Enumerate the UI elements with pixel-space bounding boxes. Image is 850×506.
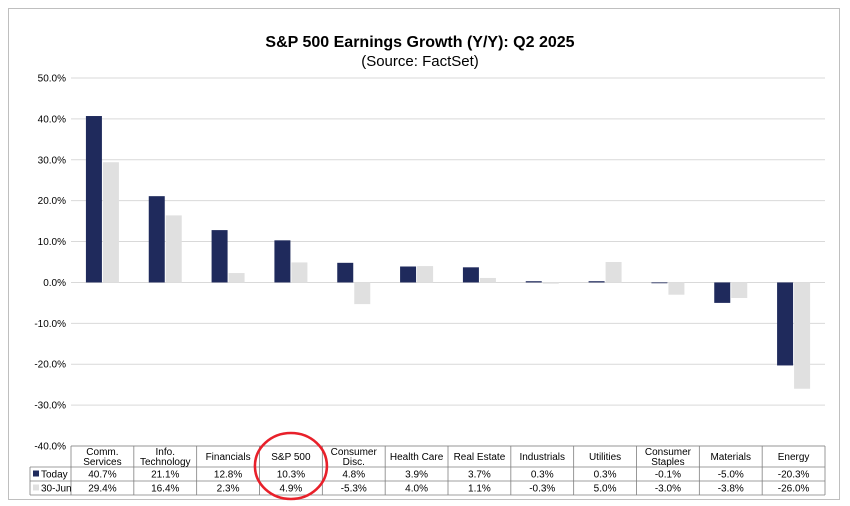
data-label: 29.4% [88, 484, 116, 495]
category-label: Disc. [343, 457, 365, 468]
category-label: Comm. [86, 447, 118, 458]
bar-today [400, 266, 417, 283]
data-label: -20.3% [778, 470, 810, 481]
bar-today [588, 281, 605, 283]
data-label: -26.0% [778, 484, 810, 495]
bar-today [462, 267, 479, 283]
bar-30-jun [794, 282, 811, 389]
data-label: 40.7% [88, 470, 116, 481]
data-label: -5.0% [718, 470, 744, 481]
bar-30-jun [228, 273, 245, 283]
category-label: Energy [778, 452, 810, 463]
bar-30-jun [479, 277, 496, 283]
y-tick-label: 50.0% [38, 74, 66, 85]
data-label: 3.9% [405, 470, 428, 481]
y-tick-label: -30.0% [34, 401, 66, 412]
category-label: Services [83, 457, 121, 468]
bar-30-jun [165, 215, 182, 283]
data-label: 2.3% [217, 484, 240, 495]
data-label: 3.7% [468, 470, 491, 481]
data-label: 5.0% [594, 484, 617, 495]
data-label: 4.8% [342, 470, 365, 481]
legend-key-today [33, 470, 39, 477]
data-label: -5.3% [341, 484, 367, 495]
data-label: 0.3% [594, 470, 617, 481]
bar-30-jun [354, 282, 371, 305]
bar-30-jun [542, 282, 559, 284]
bar-30-jun [605, 262, 622, 283]
y-tick-label: -40.0% [34, 442, 66, 453]
bar-30-jun [731, 282, 748, 298]
chart-frame [8, 8, 840, 500]
y-tick-label: 0.0% [43, 278, 66, 289]
highlight-annotation [253, 431, 329, 501]
y-tick-label: 30.0% [38, 155, 66, 166]
data-label: 12.8% [214, 470, 242, 481]
data-label: 4.0% [405, 484, 428, 495]
data-label: 16.4% [151, 484, 179, 495]
bar-30-jun [417, 266, 434, 283]
category-label: Industrials [519, 452, 565, 463]
data-label: -0.3% [529, 484, 555, 495]
bar-today [148, 196, 165, 283]
category-label: Financials [206, 452, 251, 463]
y-tick-label: 20.0% [38, 196, 66, 207]
data-label: -3.8% [718, 484, 744, 495]
data-label: 4.9% [280, 484, 303, 495]
data-label: -0.1% [655, 470, 681, 481]
data-label: 21.1% [151, 470, 179, 481]
data-table: Comm.Services Info.Technology Financials S&… [29, 445, 826, 496]
category-label: Materials [710, 452, 751, 463]
category-label: Real Estate [454, 452, 506, 463]
y-tick-label: -20.0% [34, 360, 66, 371]
category-label: Info. [156, 447, 175, 458]
category-label: Consumer [331, 447, 378, 458]
data-label: 1.1% [468, 484, 491, 495]
category-label: S&P 500 [271, 452, 311, 463]
chart-title: S&P 500 Earnings Growth (Y/Y): Q2 2025 [265, 34, 574, 51]
bar-today [777, 282, 794, 366]
category-label: Utilities [589, 452, 621, 463]
bar-today [525, 281, 542, 283]
bar-30-jun [102, 162, 119, 283]
bar-today [85, 116, 102, 283]
y-tick-label: 40.0% [38, 114, 66, 125]
category-label: Technology [140, 457, 191, 468]
legend-label: Today [41, 470, 68, 481]
legend-key-30-jun [33, 484, 39, 491]
bars [85, 116, 811, 389]
bar-today [274, 240, 291, 283]
bar-30-jun [291, 262, 308, 283]
chart-subtitle: (Source: FactSet) [361, 53, 479, 70]
category-label: Consumer [645, 447, 692, 458]
data-label: -3.0% [655, 484, 681, 495]
bar-today [211, 230, 228, 283]
gridlines [71, 77, 825, 447]
bar-30-jun [668, 282, 685, 295]
bar-today [714, 282, 731, 303]
highlight-circle [253, 431, 329, 501]
legend-label: 30-Jun [41, 484, 72, 495]
data-label: 10.3% [277, 470, 305, 481]
bar-today [337, 262, 354, 283]
bar-today [651, 282, 668, 284]
data-label: 0.3% [531, 470, 554, 481]
y-axis-ticks: 50.0% 40.0% 30.0% 20.0% 10.0% 0.0% -10.0% -20.0… [34, 74, 66, 453]
y-tick-label: -10.0% [34, 319, 66, 330]
category-label: Staples [651, 457, 684, 468]
y-tick-label: 10.0% [38, 237, 66, 248]
category-label: Health Care [390, 452, 444, 463]
